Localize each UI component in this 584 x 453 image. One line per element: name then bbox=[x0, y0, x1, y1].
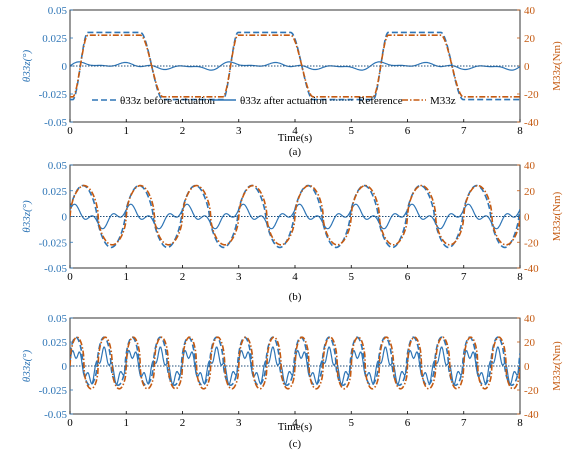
x-tick-label: 8 bbox=[517, 125, 523, 137]
y-right-axis-label: M33z(Nm) bbox=[551, 191, 563, 241]
y-left-tick-label: 0 bbox=[62, 61, 68, 73]
x-tick-label: 5 bbox=[349, 417, 355, 429]
x-tick-label: 2 bbox=[180, 271, 186, 283]
legend-label-moment: M33z bbox=[430, 95, 456, 107]
x-tick-label: 1 bbox=[124, 417, 130, 429]
x-tick-label: 6 bbox=[405, 125, 411, 137]
y-right-tick-label: 40 bbox=[524, 160, 536, 172]
y-right-tick-label: -20 bbox=[524, 385, 539, 397]
panel-b: 0 1 2 3 4 5 6 7 8 0.05 0.025 0 -0.025 -0.05 40 20 0 -20 -4… bbox=[21, 160, 563, 303]
legend-label-after: θ33z after actuation bbox=[240, 95, 328, 107]
y-left-tick-label: -0.05 bbox=[44, 263, 67, 275]
y-right-tick-label: 0 bbox=[524, 212, 530, 224]
y-right-axis-label: M33z(Nm) bbox=[551, 41, 563, 91]
y-right-tick-label: 40 bbox=[524, 5, 536, 17]
x-tick-label: 5 bbox=[349, 271, 355, 283]
x-tick-label: 4 bbox=[292, 271, 298, 283]
x-tick-label: 3 bbox=[236, 417, 242, 429]
panel-a: 0 1 2 3 4 5 6 7 8 0.05 0.025 0 -0.025 -0.05 40 20 0 -20 -4… bbox=[21, 5, 563, 158]
panel-caption: (b) bbox=[289, 291, 302, 303]
x-tick-label: 0 bbox=[67, 417, 73, 429]
panel-caption: (a) bbox=[289, 146, 302, 158]
y-left-axis-label: θ33z(°) bbox=[21, 349, 33, 382]
legend-label-before: θ33z before actuation bbox=[120, 95, 216, 107]
x-tick-label: 1 bbox=[124, 125, 130, 137]
x-tick-label: 7 bbox=[461, 271, 467, 283]
x-tick-label: 4 bbox=[292, 417, 298, 429]
x-axis-label: Time(s) bbox=[278, 421, 313, 433]
y-left-tick-label: -0.05 bbox=[44, 409, 67, 421]
panel-c: 0 1 2 3 4 5 6 7 8 0.05 0.025 0 -0.025 -0.05 40 20 0 -20 -4… bbox=[21, 313, 563, 450]
x-tick-label: 6 bbox=[405, 271, 411, 283]
x-tick-label: 1 bbox=[124, 271, 130, 283]
y-left-tick-label: 0 bbox=[62, 361, 68, 373]
y-left-axis-label: θ33z(°) bbox=[21, 49, 33, 82]
y-left-tick-label: 0.025 bbox=[42, 337, 67, 349]
panel-caption: (c) bbox=[289, 438, 302, 450]
y-right-tick-label: 0 bbox=[524, 61, 530, 73]
x-tick-label: 7 bbox=[461, 125, 467, 137]
y-left-tick-label: 0.025 bbox=[42, 33, 67, 45]
y-right-tick-label: 0 bbox=[524, 361, 530, 373]
x-tick-label: 2 bbox=[180, 417, 186, 429]
y-right-tick-label: -40 bbox=[524, 117, 539, 129]
y-left-tick-label: 0.05 bbox=[48, 313, 68, 325]
y-left-tick-label: 0 bbox=[62, 212, 68, 224]
legend-label-reference: Reference bbox=[358, 95, 403, 107]
y-left-tick-label: 0.025 bbox=[42, 186, 67, 198]
y-right-tick-label: -40 bbox=[524, 263, 539, 275]
x-axis-label: Time(s) bbox=[278, 132, 313, 144]
x-tick-label: 4 bbox=[292, 125, 298, 137]
y-left-tick-label: -0.05 bbox=[44, 117, 67, 129]
x-tick-label: 3 bbox=[236, 271, 242, 283]
y-right-axis-label: M33z(Nm) bbox=[551, 341, 563, 391]
series-line-moment bbox=[70, 184, 520, 246]
x-tick-label: 0 bbox=[67, 125, 73, 137]
x-tick-label: 7 bbox=[461, 417, 467, 429]
x-tick-label: 8 bbox=[517, 271, 523, 283]
y-right-tick-label: 40 bbox=[524, 313, 536, 325]
y-right-tick-label: 20 bbox=[524, 33, 536, 45]
x-tick-label: 5 bbox=[349, 125, 355, 137]
y-right-tick-label: 20 bbox=[524, 186, 536, 198]
series-line-theta-before bbox=[70, 31, 520, 101]
y-left-tick-label: 0.05 bbox=[48, 5, 68, 17]
y-left-tick-label: -0.025 bbox=[39, 385, 68, 397]
x-tick-label: 3 bbox=[236, 125, 242, 137]
y-left-tick-label: -0.025 bbox=[39, 237, 68, 249]
y-right-tick-label: -20 bbox=[524, 237, 539, 249]
series-line-theta-before bbox=[70, 336, 520, 387]
y-right-tick-label: -20 bbox=[524, 89, 539, 101]
x-tick-label: 6 bbox=[405, 417, 411, 429]
y-right-tick-label: -40 bbox=[524, 409, 539, 421]
x-tick-label: 0 bbox=[67, 271, 73, 283]
x-tick-label: 8 bbox=[517, 417, 523, 429]
y-left-axis-label: θ33z(°) bbox=[21, 200, 33, 233]
series-line-moment bbox=[70, 34, 520, 98]
y-right-tick-label: 20 bbox=[524, 337, 536, 349]
y-left-tick-label: 0.05 bbox=[48, 160, 68, 172]
x-tick-label: 2 bbox=[180, 125, 186, 137]
y-left-tick-label: -0.025 bbox=[39, 89, 68, 101]
series-line-theta-after bbox=[70, 346, 520, 386]
